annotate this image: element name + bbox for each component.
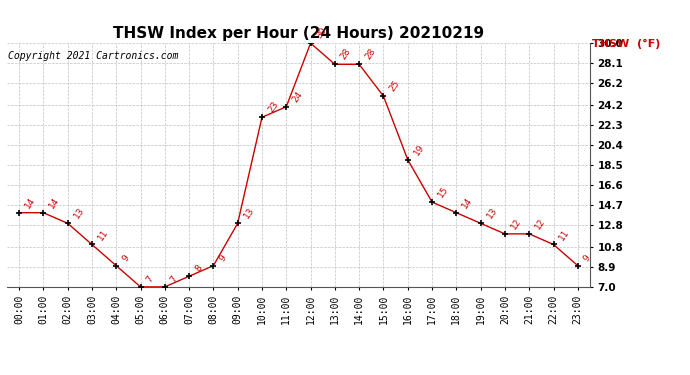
Text: 14: 14 [460,195,475,210]
Text: 14: 14 [48,195,61,210]
Text: 28: 28 [339,47,353,62]
Text: 13: 13 [485,206,499,220]
Text: 30: 30 [315,26,328,40]
Text: 13: 13 [242,206,256,220]
Text: 9: 9 [217,253,228,263]
Text: 9: 9 [582,253,593,263]
Text: 23: 23 [266,100,280,114]
Title: THSW Index per Hour (24 Hours) 20210219: THSW Index per Hour (24 Hours) 20210219 [113,26,484,40]
Text: 9: 9 [120,253,131,263]
Text: Copyright 2021 Cartronics.com: Copyright 2021 Cartronics.com [8,51,179,61]
Text: 11: 11 [96,227,110,242]
Text: 24: 24 [290,90,304,104]
Text: 12: 12 [509,217,523,231]
Text: 7: 7 [145,274,155,284]
Text: 19: 19 [412,142,426,157]
Text: 15: 15 [436,185,450,200]
Text: 8: 8 [193,264,204,273]
Text: 13: 13 [72,206,86,220]
Text: 14: 14 [23,195,37,210]
Text: 7: 7 [169,274,179,284]
Text: 12: 12 [533,217,547,231]
Text: 25: 25 [388,79,402,93]
Text: 11: 11 [558,227,571,242]
Text: THSW  (°F): THSW (°F) [592,39,660,50]
Text: 28: 28 [364,47,377,62]
